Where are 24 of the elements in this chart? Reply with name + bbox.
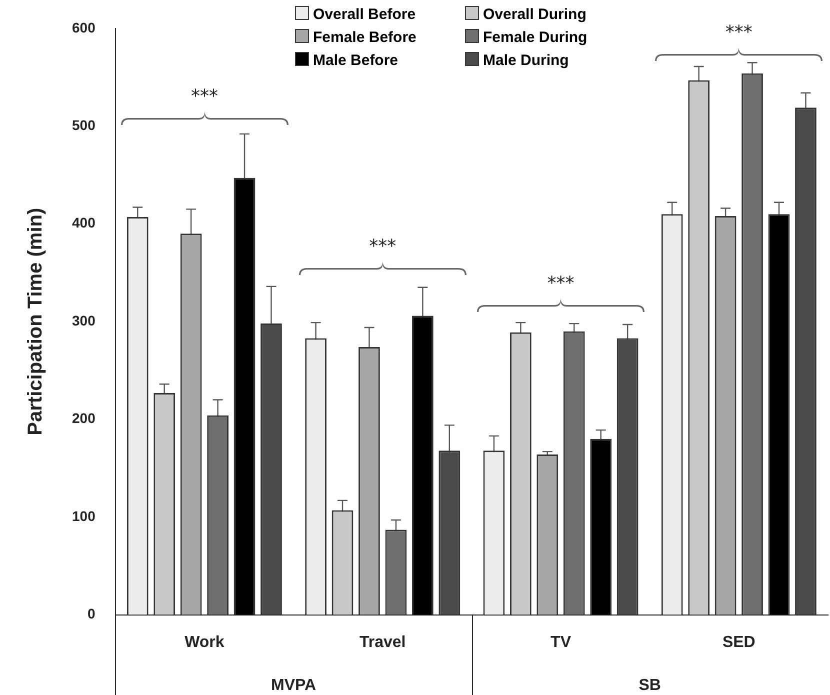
annotation: *** <box>724 22 754 43</box>
annotation: *** <box>546 273 576 294</box>
legend-label: Female During <box>482 29 588 46</box>
y-tick-label: 500 <box>72 116 96 133</box>
annotation: *** <box>368 236 398 257</box>
text: SB <box>638 676 662 695</box>
y-tick-label: 200 <box>72 410 96 426</box>
x-tick-label: Travel <box>359 634 406 651</box>
y-tick-label: 100 <box>72 508 96 524</box>
y-tick-label: 400 <box>72 214 96 231</box>
x-tick-label: TV <box>550 634 572 651</box>
legend-label: Male During <box>482 52 570 69</box>
legend-label: Overall During <box>482 6 588 23</box>
y-tick-label: 0 <box>88 606 96 622</box>
legend-label: Male Before <box>312 52 400 69</box>
y-axis-title: Participation Time (min) <box>24 208 47 436</box>
x-tick-label: Work <box>184 634 224 651</box>
annotation: *** <box>190 86 219 107</box>
y-tick-label: 300 <box>72 312 96 328</box>
legend-label: Female Before <box>312 29 418 46</box>
x-tick-label: SED <box>722 634 756 651</box>
legend-label: Overall Before <box>312 6 417 23</box>
y-tick-label: 600 <box>72 19 96 36</box>
text: MVPA <box>270 676 318 695</box>
